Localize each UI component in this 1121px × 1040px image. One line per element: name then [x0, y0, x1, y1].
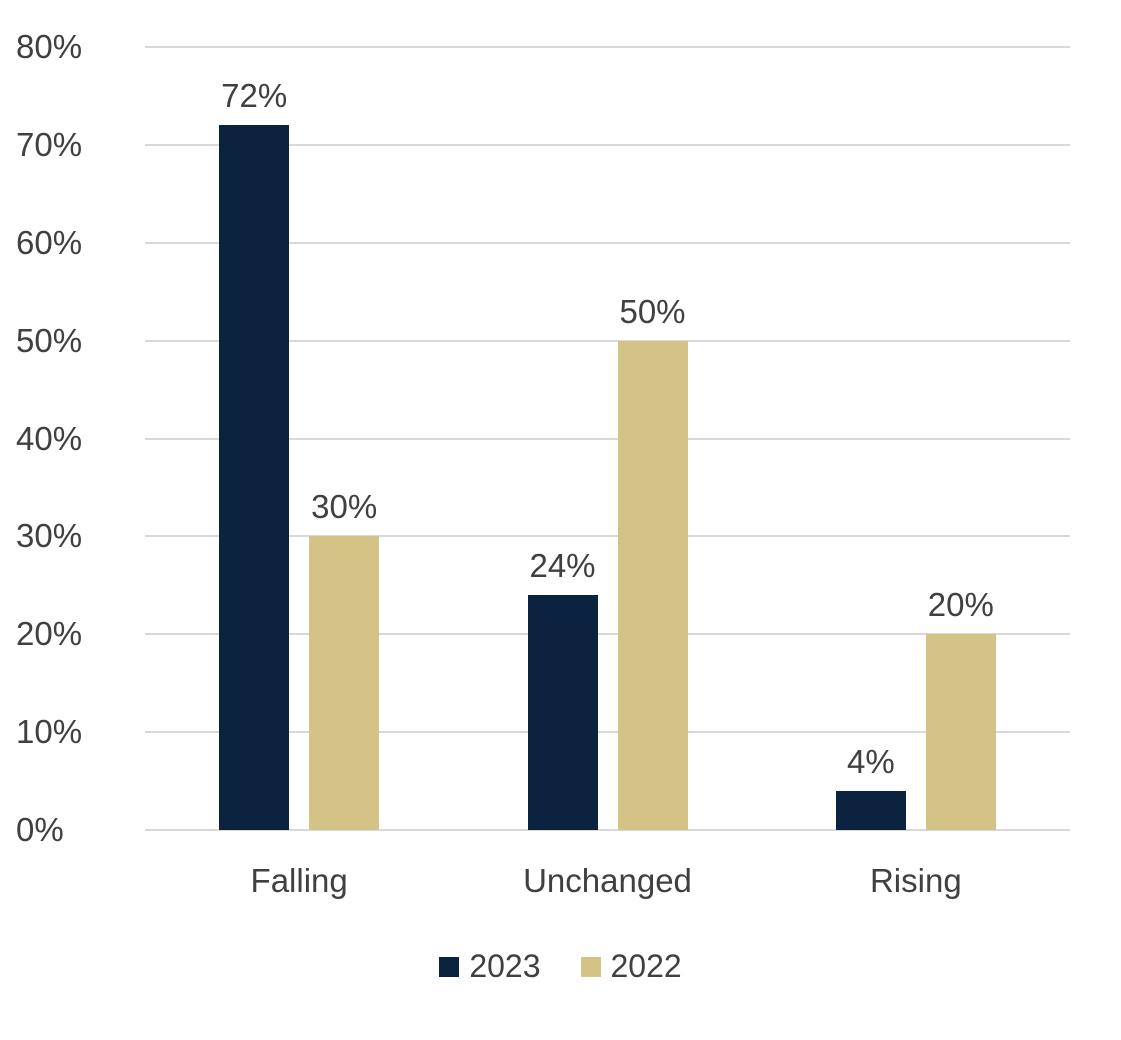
data-label-2022-falling: 30%	[311, 488, 378, 526]
gridline	[145, 437, 1070, 440]
category-label-unchanged: Unchanged	[523, 862, 692, 899]
data-label-2023-falling: 72%	[221, 77, 288, 115]
category-label-rising: Rising	[869, 862, 962, 899]
legend-item-2023: 2023	[439, 948, 541, 985]
bar-2022-falling	[309, 536, 380, 830]
gridline	[145, 46, 1070, 48]
legend-swatch-2022	[580, 956, 601, 977]
y-axis-tick-label: 50%	[16, 321, 83, 359]
gridline	[145, 633, 1070, 636]
y-axis-tick-label: 0%	[16, 811, 64, 848]
legend-label-2023: 2023	[469, 948, 541, 984]
y-axis-tick-label: 10%	[16, 713, 83, 751]
y-axis-tick-label: 20%	[16, 615, 83, 653]
bar-2023-unchanged	[527, 595, 598, 830]
y-axis-tick-label: 70%	[16, 125, 83, 163]
gridline	[145, 339, 1070, 342]
gridline	[145, 731, 1070, 734]
y-axis-tick-label: 60%	[16, 223, 83, 261]
bar-2022-unchanged	[617, 340, 688, 830]
legend-item-2022: 2022	[580, 948, 682, 985]
bar-2023-falling	[219, 125, 290, 830]
y-axis-tick-label: 40%	[16, 419, 83, 457]
bar-2023-rising	[835, 790, 906, 830]
data-label-2022-rising: 20%	[927, 586, 994, 624]
bar-2022-rising	[925, 634, 996, 830]
legend: 2023 2022	[0, 948, 1121, 985]
data-label-2023-unchanged: 24%	[529, 547, 596, 585]
data-label-2023-rising: 4%	[846, 742, 895, 780]
gridline	[145, 143, 1070, 146]
y-axis-tick-label: 80%	[16, 28, 83, 65]
plot-area: 72% 30% 24% 50% 4% 20%	[145, 46, 1070, 831]
gridline	[145, 535, 1070, 538]
gridline	[145, 241, 1070, 244]
data-label-2022-unchanged: 50%	[619, 292, 686, 330]
category-label-falling: Falling	[250, 862, 348, 899]
gridline	[145, 829, 1070, 831]
legend-swatch-2023	[439, 956, 460, 977]
legend-label-2022: 2022	[610, 948, 682, 984]
y-axis-tick-label: 30%	[16, 517, 83, 555]
